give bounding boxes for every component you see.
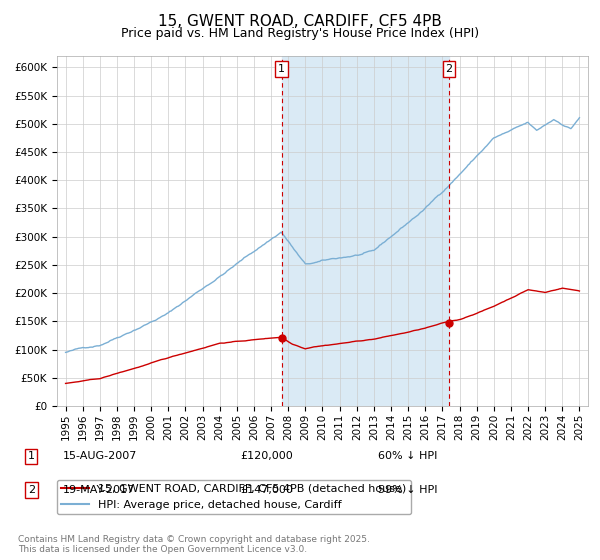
Text: 1: 1 (28, 451, 35, 461)
Text: 59% ↓ HPI: 59% ↓ HPI (378, 485, 437, 495)
Text: Price paid vs. HM Land Registry's House Price Index (HPI): Price paid vs. HM Land Registry's House … (121, 27, 479, 40)
Bar (282, 56, 449, 406)
Text: 60% ↓ HPI: 60% ↓ HPI (378, 451, 437, 461)
Text: 2: 2 (28, 485, 35, 495)
Text: 2: 2 (445, 64, 452, 74)
Legend: 15, GWENT ROAD, CARDIFF, CF5 4PB (detached house), HPI: Average price, detached : 15, GWENT ROAD, CARDIFF, CF5 4PB (detach… (57, 479, 411, 514)
Text: 15, GWENT ROAD, CARDIFF, CF5 4PB: 15, GWENT ROAD, CARDIFF, CF5 4PB (158, 14, 442, 29)
Text: £120,000: £120,000 (240, 451, 293, 461)
Text: 15-AUG-2007: 15-AUG-2007 (63, 451, 137, 461)
Text: 1: 1 (278, 64, 285, 74)
Text: Contains HM Land Registry data © Crown copyright and database right 2025.
This d: Contains HM Land Registry data © Crown c… (18, 535, 370, 554)
Text: 19-MAY-2017: 19-MAY-2017 (63, 485, 135, 495)
Text: £147,000: £147,000 (240, 485, 293, 495)
